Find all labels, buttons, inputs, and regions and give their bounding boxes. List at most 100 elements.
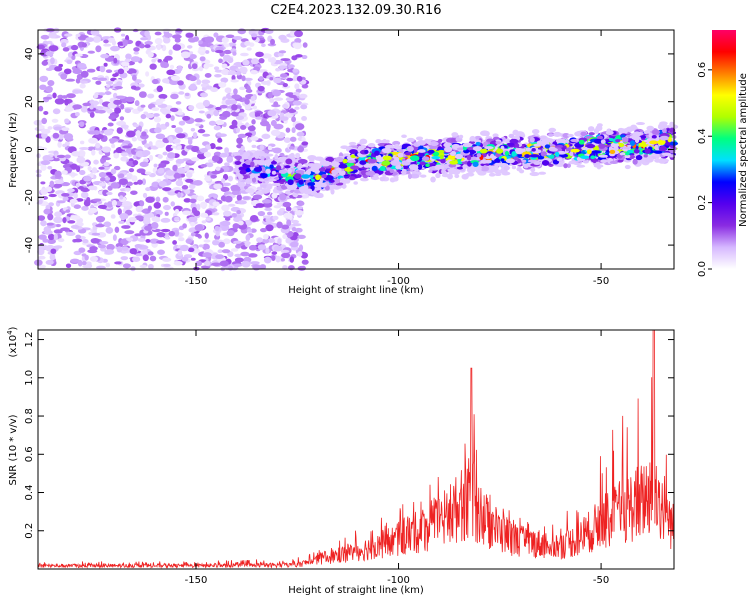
heatmap-cell [70,224,80,229]
heatmap-cell [72,89,81,94]
heatmap-cell [314,156,324,161]
heatmap-cell [434,164,444,171]
heatmap-cell [66,93,76,99]
heatmap-cell [125,96,135,102]
heatmap-cell [435,172,441,179]
heatmap-cell [265,168,271,174]
heatmap-cell [43,230,53,235]
heatmap-cell [294,30,303,38]
heatmap-cell [40,164,47,171]
heatmap-cell [536,140,543,145]
heatmap-cell [296,131,305,137]
heatmap-cell [406,137,415,143]
heatmap-cell [219,152,228,158]
heatmap-cell [646,130,651,134]
heatmap-cell [79,80,88,84]
heatmap-cell [187,45,193,49]
heatmap-cell [344,178,351,184]
heatmap-cell [103,62,108,67]
heatmap-cell [151,181,160,188]
y-tick-label: 0 [24,146,35,152]
heatmap-cell [367,143,376,148]
heatmap-cell [439,154,444,160]
snr-ylabel: SNR (10 * v/v) [8,414,19,485]
heatmap-cell [160,217,171,223]
heatmap-cell [273,97,284,101]
heatmap-cell [42,238,49,243]
heatmap-cell [144,171,152,175]
heatmap-cell [41,117,48,125]
heatmap-cell [52,132,60,139]
heatmap-cell [421,156,430,161]
heatmap-cell [202,133,211,137]
heatmap-cell [246,85,251,93]
colorbar: 0.00.20.40.6 Normalized spectral amplitu… [697,30,749,277]
heatmap-cell [235,182,246,186]
heatmap-cell [61,42,67,48]
heatmap-cell [177,80,184,86]
heatmap-cell [153,217,161,223]
heatmap-cell [142,254,149,262]
heatmap-cell [145,196,155,203]
heatmap-cell [165,113,172,119]
heatmap-cell [205,50,210,54]
heatmap-cell [105,80,114,85]
heatmap-cell [472,161,479,167]
heatmap-cell [184,164,190,172]
heatmap-cell [204,73,212,78]
colorbar-tick-label: 0.2 [697,195,708,211]
heatmap-cell [179,244,189,252]
heatmap-cell [272,147,282,154]
heatmap-cell [297,201,305,206]
heatmap-cell [105,84,111,88]
heatmap-cell [430,141,439,147]
heatmap-cell [54,98,65,105]
heatmap-cell [213,109,220,117]
heatmap-cell [419,174,427,178]
heatmap-cell [90,237,100,244]
heatmap-cell [567,133,574,138]
heatmap-cell [240,125,247,130]
heatmap-cell [359,160,367,165]
heatmap-cell [81,42,88,48]
heatmap-cell [52,92,57,99]
heatmap-cell [301,116,308,121]
heatmap-cell [213,125,221,131]
heatmap-cell [64,98,69,106]
heatmap-cell [53,216,63,224]
heatmap-cell [609,149,616,154]
heatmap-cell [170,75,181,81]
heatmap-cell [85,37,94,43]
heatmap-cell [144,40,153,46]
heatmap-cell [221,178,226,184]
heatmap-cell [405,170,411,175]
heatmap-cell [182,210,191,216]
heatmap-cell [237,28,246,35]
heatmap-cell [37,215,46,221]
heatmap-cell [466,167,476,174]
heatmap-cell [282,83,288,88]
heatmap-cell [169,64,175,70]
heatmap-cell [92,36,101,43]
heatmap-cell [273,77,282,84]
heatmap-cell [45,85,53,93]
heatmap-cell [260,228,267,233]
heatmap-cell [112,234,117,242]
heatmap-cell [157,98,166,102]
heatmap-cell [329,162,340,167]
heatmap-cell [291,116,297,123]
heatmap-cell [72,104,83,110]
heatmap-cell [236,210,242,215]
heatmap-cell [286,219,292,227]
heatmap-cell [88,207,98,214]
heatmap-cell [462,142,473,148]
heatmap-cell [233,263,243,267]
heatmap-cell [147,51,154,58]
heatmap-cell [538,171,547,175]
heatmap-cell [252,105,258,110]
heatmap-cell [444,146,453,153]
heatmap-cell [258,58,265,64]
heatmap-cell [294,83,300,90]
heatmap-cell [122,39,128,47]
y-tick-label: 20 [24,95,35,108]
